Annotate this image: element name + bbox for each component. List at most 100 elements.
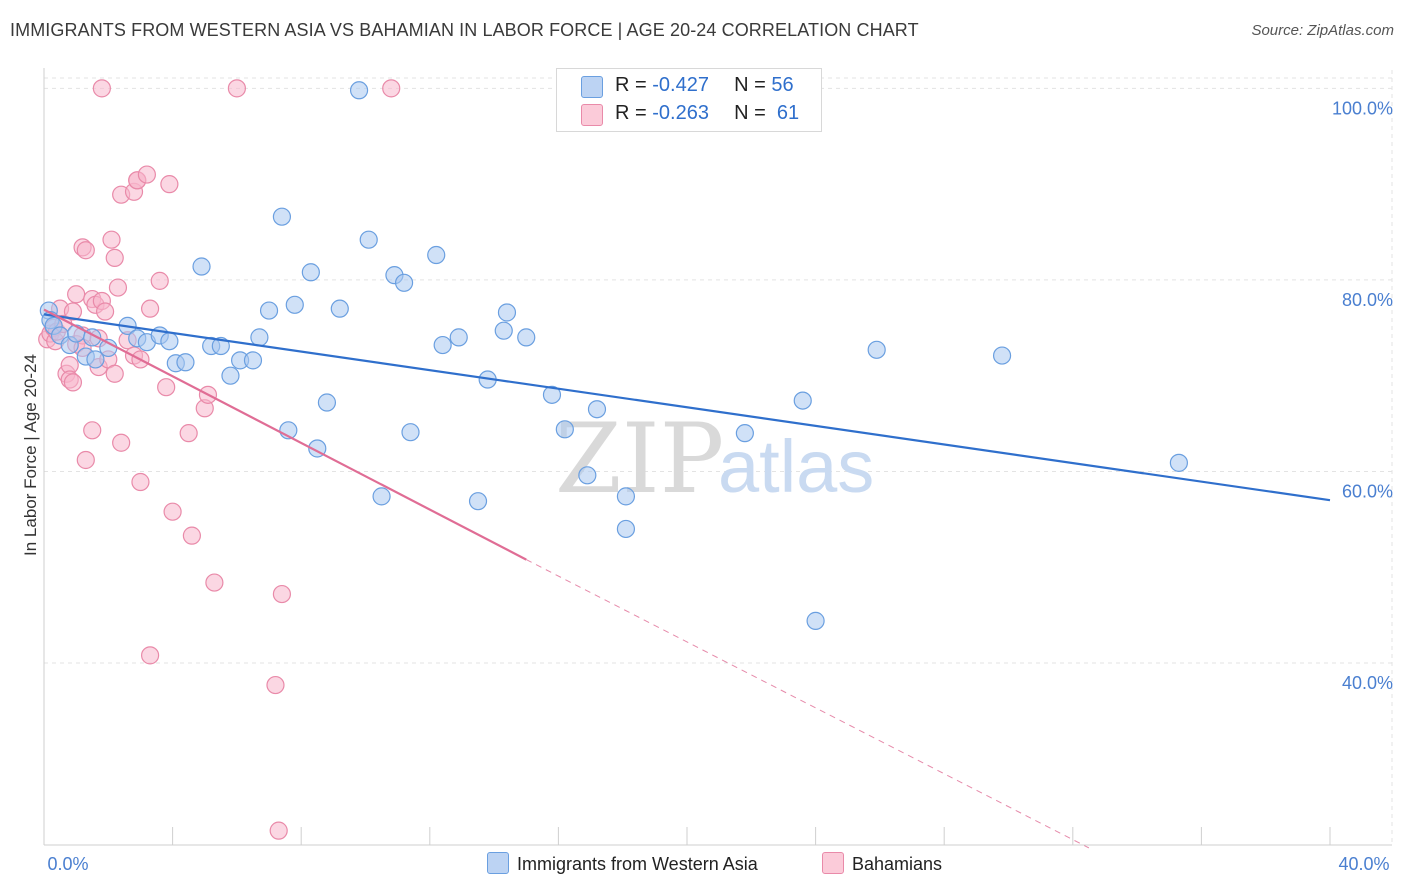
western-asia-point xyxy=(176,353,195,372)
western-asia-point xyxy=(555,420,574,439)
bahamian-point xyxy=(227,79,246,98)
western-asia-point xyxy=(192,257,211,276)
bahamian-trendline xyxy=(43,308,527,561)
legend-label: Bahamians xyxy=(852,854,943,874)
bahamian-point xyxy=(150,271,169,290)
western-asia-point xyxy=(517,328,536,347)
bahamian-point xyxy=(140,646,160,665)
legend-item-bahamians[interactable]: Bahamians xyxy=(822,852,942,875)
western-asia-point xyxy=(221,366,240,385)
y-tick-label: 40.0% xyxy=(1342,673,1393,693)
axis-layer xyxy=(43,68,1392,846)
western-asia-point xyxy=(259,301,279,320)
bahamian-point xyxy=(182,526,201,545)
watermark-zip: ZIP xyxy=(555,403,724,515)
bahamian-point xyxy=(137,165,156,184)
r-value: -0.263 xyxy=(652,102,709,124)
x-tick-label: 40.0% xyxy=(1338,854,1389,874)
bahamian-point xyxy=(272,584,292,604)
bahamian-point xyxy=(131,472,150,492)
western-asia-point xyxy=(272,207,292,226)
bahamian-point xyxy=(112,433,131,452)
bahamian-point xyxy=(108,278,128,297)
n-label: N = xyxy=(734,102,772,124)
western-asia-point xyxy=(806,611,825,630)
western-asia-point xyxy=(67,324,86,343)
western-asia-point xyxy=(372,487,391,506)
source-credit: Source: ZipAtlas.com xyxy=(1251,22,1394,39)
tick-labels: 100.0% 80.0% 60.0% 40.0% 0.0% 40.0% xyxy=(47,98,1393,874)
western-asia-point xyxy=(359,230,378,249)
western-asia-point xyxy=(578,466,597,485)
western-asia-point xyxy=(86,350,105,369)
series-legend: Immigrants from Western Asia Bahamians xyxy=(0,852,1406,878)
n-value: 61 xyxy=(771,102,800,124)
bahamian-point xyxy=(269,821,288,840)
bahamian-point xyxy=(67,285,86,304)
r-label: R = xyxy=(615,74,653,96)
western-asia-point xyxy=(427,245,446,265)
bahamian-point xyxy=(179,424,198,443)
bahamian-point xyxy=(63,373,83,392)
bahamian-point xyxy=(266,675,285,695)
western-asia-point xyxy=(349,81,369,100)
western-asia-point xyxy=(433,335,452,355)
western-asia-point xyxy=(497,303,517,322)
blue-swatch-icon xyxy=(581,76,603,98)
western-asia-point xyxy=(494,321,513,340)
pink-swatch-icon xyxy=(822,852,844,874)
western-asia-point xyxy=(992,346,1012,365)
western-asia-point xyxy=(401,423,420,442)
western-asia-point xyxy=(160,332,179,351)
western-asia-point xyxy=(285,295,304,314)
bahamian-point xyxy=(163,502,182,521)
bahamian-points xyxy=(38,79,401,840)
pink-swatch-icon xyxy=(581,104,603,126)
western-asia-point xyxy=(793,391,812,410)
n-value: 56 xyxy=(771,74,794,96)
western-asia-point xyxy=(250,328,269,347)
chart-title: IMMIGRANTS FROM WESTERN ASIA VS BAHAMIAN… xyxy=(10,20,919,40)
western-asia-point xyxy=(1169,453,1188,472)
western-asia-point xyxy=(735,424,754,443)
bahamian-point xyxy=(382,79,401,98)
r-label: R = xyxy=(615,102,653,124)
western-asia-point xyxy=(468,492,488,511)
bahamian-point xyxy=(160,175,179,194)
bahamian-point xyxy=(92,79,111,98)
bahamian-trendline-extension xyxy=(526,559,1090,849)
bahamian-point xyxy=(76,450,95,470)
legend-item-western-asia[interactable]: Immigrants from Western Asia xyxy=(487,852,758,875)
western-asia-point xyxy=(394,273,414,292)
y-tick-label: 100.0% xyxy=(1332,98,1393,118)
western-asia-point xyxy=(301,263,320,282)
bahamian-point xyxy=(105,364,124,383)
western-asia-points xyxy=(39,81,1188,630)
western-asia-point xyxy=(330,299,349,318)
western-asia-trendline xyxy=(43,313,1331,502)
western-asia-point xyxy=(243,351,263,370)
western-asia-point xyxy=(211,336,230,356)
western-asia-point xyxy=(317,393,337,412)
n-label: N = xyxy=(734,74,772,96)
legend-label: Immigrants from Western Asia xyxy=(517,854,758,874)
bahamian-point xyxy=(140,299,160,318)
bahamian-point xyxy=(95,302,115,321)
bahamian-point xyxy=(105,248,124,267)
western-asia-point xyxy=(867,340,886,359)
bahamian-point xyxy=(76,241,95,260)
western-asia-point xyxy=(587,400,607,419)
bahamian-point xyxy=(83,421,102,440)
bahamian-point xyxy=(63,302,83,321)
blue-swatch-icon xyxy=(487,852,509,874)
y-tick-label: 80.0% xyxy=(1342,290,1393,310)
bahamian-point xyxy=(205,573,224,592)
y-tick-label: 60.0% xyxy=(1342,481,1393,501)
correlation-legend: R = -0.427 N = 56 R = -0.263 N = 61 xyxy=(556,68,822,132)
western-asia-point xyxy=(616,487,636,506)
western-asia-point xyxy=(616,519,636,539)
trend-lines xyxy=(43,308,1331,849)
r-value: -0.427 xyxy=(652,74,709,96)
bahamian-point xyxy=(102,230,121,249)
